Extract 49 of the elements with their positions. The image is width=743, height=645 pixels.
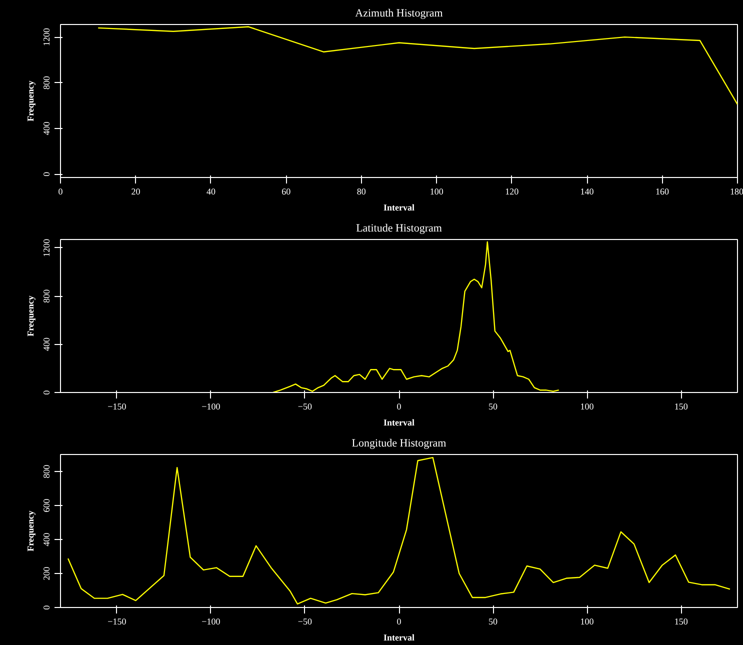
x-tick-label: −100 — [202, 402, 221, 412]
x-tick-label: 50 — [488, 402, 498, 412]
y-axis-title: Frequency — [26, 80, 36, 122]
x-tick-label: 80 — [356, 186, 366, 196]
chart-title: Longitude Histogram — [352, 438, 447, 450]
x-tick-label: 20 — [131, 186, 141, 196]
x-tick-label: 0 — [58, 186, 64, 196]
y-tick-label: 400 — [42, 532, 52, 546]
x-tick-label: 150 — [674, 616, 688, 626]
y-tick-label: 200 — [42, 566, 52, 580]
y-tick-label: 0 — [42, 390, 52, 395]
x-tick-label: 0 — [396, 402, 402, 412]
x-tick-label: 50 — [488, 616, 498, 626]
y-tick-label: 0 — [42, 604, 52, 610]
x-axis-title: Interval — [384, 632, 415, 642]
x-tick-label: −150 — [108, 402, 127, 412]
y-axis-title: Frequency — [26, 510, 36, 552]
x-tick-label: 40 — [206, 186, 216, 196]
x-tick-label: 140 — [580, 186, 594, 196]
y-tick-label: 600 — [42, 498, 52, 512]
y-tick-label: 1200 — [42, 238, 52, 257]
x-tick-label: −50 — [298, 402, 313, 412]
x-tick-label: 160 — [656, 186, 670, 196]
line-series — [98, 26, 738, 106]
y-tick-label: 400 — [42, 337, 52, 352]
x-tick-label: −50 — [298, 616, 313, 626]
x-tick-label: 120 — [505, 186, 520, 196]
x-axis-title: Interval — [384, 202, 415, 212]
x-tick-label: 60 — [282, 186, 292, 196]
chart-title: Azimuth Histogram — [355, 8, 444, 20]
x-tick-label: −100 — [202, 616, 221, 626]
y-axis-title: Frequency — [26, 295, 36, 336]
x-tick-label: 100 — [580, 616, 594, 626]
y-tick-label: 800 — [42, 464, 52, 478]
line-series — [67, 456, 731, 605]
x-tick-label: 100 — [580, 402, 594, 412]
chart-title: Latitude Histogram — [356, 222, 442, 234]
x-tick-label: 0 — [396, 616, 402, 626]
y-tick-label: 800 — [42, 75, 52, 90]
x-tick-label: 150 — [674, 402, 688, 412]
y-tick-label: 800 — [42, 288, 52, 303]
x-tick-label: 100 — [430, 186, 444, 196]
x-axis-title: Interval — [384, 418, 415, 428]
y-tick-label: 0 — [42, 171, 52, 176]
y-tick-label: 1200 — [42, 28, 52, 46]
line-series — [272, 241, 560, 392]
y-tick-label: 400 — [42, 121, 52, 136]
x-tick-label: −150 — [108, 616, 127, 626]
x-tick-label: 180 — [730, 186, 743, 196]
